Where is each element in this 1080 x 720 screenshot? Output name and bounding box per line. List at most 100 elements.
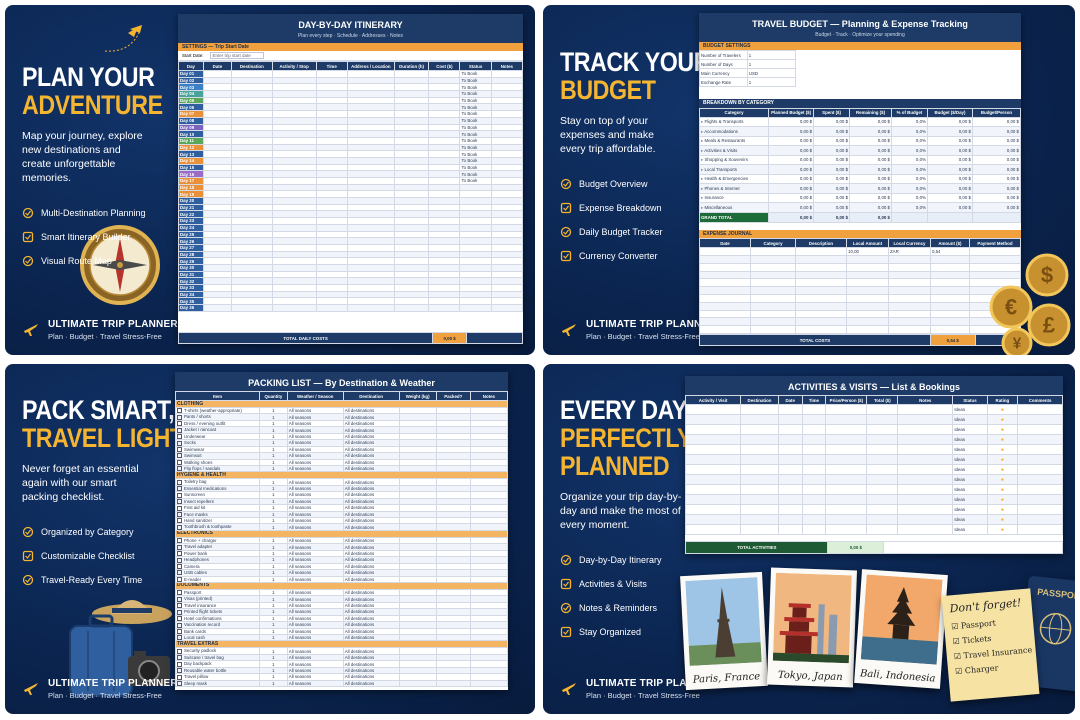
plane-icon [104, 25, 142, 52]
cell [315, 203, 348, 212]
category-value: 0,00 $ [768, 116, 815, 128]
headline-line: PLAN YOUR [22, 62, 155, 92]
feature: Daily Budget Tracker [560, 220, 695, 244]
cell [202, 277, 232, 285]
cell [398, 491, 437, 499]
feature-label: Multi-Destination Planning [41, 208, 146, 218]
header-row: Item Quantity Weather / Season Destination W… [175, 391, 508, 401]
header-row: Day Date Destination Activity / Stop Time Add… [178, 61, 523, 71]
cell [428, 70, 461, 78]
status-cell: To Book [459, 143, 492, 152]
day-cell: Day 18 [178, 183, 204, 192]
cell [398, 406, 437, 415]
status-cell [459, 223, 492, 232]
item-row: Jacket / raincoat 1 All seasons All destina… [175, 426, 508, 434]
shape [22, 574, 34, 586]
cell [926, 211, 973, 223]
date-input: Enter trip start date [209, 52, 264, 59]
rating: ★ [986, 514, 1019, 525]
cell [887, 255, 931, 264]
section-row: TRAVEL EXTRAS [175, 640, 508, 649]
cell [1017, 504, 1063, 515]
cell [490, 136, 523, 145]
cell [801, 484, 827, 495]
cell [685, 524, 742, 535]
day-row: Day 29 [178, 257, 523, 265]
status: Ideas [952, 434, 988, 445]
rating: ★ [986, 524, 1019, 535]
activity-row: Ideas ★ [685, 474, 1063, 485]
cell [887, 286, 931, 296]
cell [825, 424, 868, 435]
cell [469, 426, 508, 434]
cell [750, 309, 796, 319]
cell [490, 270, 523, 279]
cell [490, 183, 523, 192]
feature-list: Day-by-Day Itinerary Activities & Visits N… [560, 548, 695, 644]
cell [846, 317, 889, 327]
shape [24, 324, 38, 336]
passport: PASSPORT [1017, 575, 1075, 693]
category-value: 0,00 $ [849, 145, 892, 156]
cell [685, 424, 742, 435]
feature-icon [22, 255, 34, 267]
total: TOTAL DAILY COSTS 0,00 $ [178, 332, 523, 344]
category-value: 0,00 $ [813, 116, 851, 128]
feature-icon [22, 231, 34, 243]
journal-row [699, 278, 1021, 288]
cell [346, 297, 395, 306]
cell [428, 183, 461, 192]
category-value: 0,00 $ [849, 116, 892, 128]
cell [393, 237, 430, 245]
itinerary-table: Day Date Destination Activity / Stop Time Add… [178, 61, 523, 312]
luggage [69, 600, 172, 697]
cell [490, 116, 523, 125]
cell [428, 163, 461, 172]
cell [346, 116, 395, 125]
cell [202, 237, 232, 245]
category-value: 0,00 $ [768, 145, 815, 156]
day-row: Day 35 [178, 297, 523, 306]
feature-icon [22, 550, 34, 562]
cell [428, 136, 461, 145]
cell [929, 294, 970, 303]
cell [490, 163, 523, 172]
feature-icon [22, 574, 34, 586]
section-row: DOCUMENTS [175, 581, 508, 590]
cell [699, 270, 752, 280]
feature-label: Smart Itinerary Builder [41, 232, 131, 242]
cell [393, 116, 430, 125]
status-cell [459, 190, 492, 199]
cell [846, 301, 889, 311]
status-cell [459, 290, 492, 299]
column-header: Remaining ($) [849, 107, 892, 118]
feature: Activities & Visits [560, 572, 695, 596]
cell [490, 277, 523, 285]
status: Ideas [952, 464, 988, 475]
day-row: Day 17 To Book [178, 177, 523, 185]
cell [699, 286, 752, 296]
cell [230, 76, 273, 85]
shape [563, 629, 569, 635]
cell [202, 130, 232, 138]
cell [271, 250, 317, 259]
cell [469, 497, 508, 506]
reminder-note: Don't forget! PassportTicketsTravel Insu… [941, 588, 1040, 702]
coin [1025, 253, 1069, 297]
shape [25, 529, 31, 535]
cell [271, 76, 317, 85]
column-header: Date [202, 61, 232, 71]
category-value: 0,00 $ [849, 183, 892, 194]
cell [490, 110, 523, 118]
cell [315, 190, 348, 199]
cell [393, 263, 430, 272]
journal-table: Date Category Description Local Amount Local… [699, 238, 1021, 334]
cell [230, 304, 273, 312]
cell [346, 96, 395, 105]
cell [315, 116, 348, 125]
total: TOTAL ACTIVITIES 0,00 $ [685, 541, 1063, 554]
feature: Currency Converter [560, 244, 695, 268]
total-label: TOTAL ACTIVITIES [685, 541, 829, 554]
feature: Smart Itinerary Builder [22, 225, 157, 249]
